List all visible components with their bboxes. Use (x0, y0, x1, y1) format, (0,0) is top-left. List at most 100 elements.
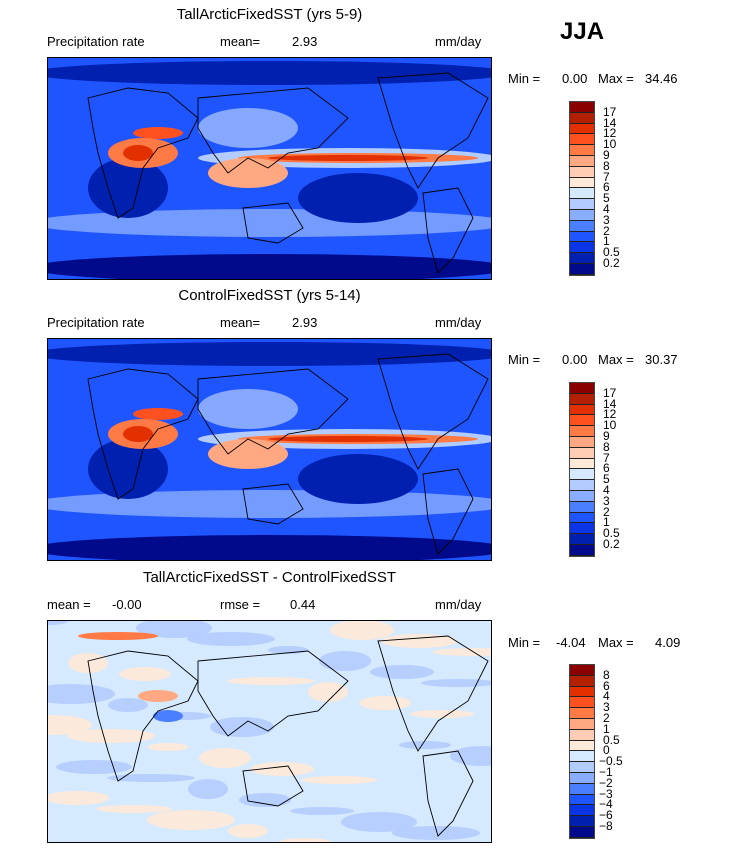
colorbar-segment (570, 209, 594, 221)
colorbar-segment (570, 134, 594, 146)
field-contour (136, 621, 212, 638)
colorbar-tick-label: −2 (599, 775, 613, 790)
panel2-mean: 2.93 (292, 315, 318, 330)
panel1-max-label: Max = (598, 71, 634, 86)
field-contour (308, 682, 348, 702)
coastline (87, 650, 199, 782)
colorbar-segment (570, 447, 594, 459)
field-contour (359, 696, 411, 710)
colorbar-tick-label: −6 (599, 808, 613, 823)
colorbar-segment (570, 697, 594, 709)
field-contour (298, 173, 418, 223)
colorbar-tick-label: 14 (603, 115, 617, 130)
colorbar-tick-label: −1 (599, 765, 613, 779)
field-contour (198, 108, 298, 148)
colorbar-tick-label: 6 (603, 461, 610, 476)
colorbar-tick-label: 7 (603, 169, 610, 184)
field-contour (370, 665, 434, 679)
panel1-map (47, 57, 492, 280)
colorbar-tick-label: −0.5 (599, 754, 623, 769)
colorbar-tick-label: 3 (603, 212, 610, 227)
field-contour (48, 61, 491, 85)
panel1-variable: Precipitation rate (47, 34, 145, 49)
panel3-colorbar (569, 664, 595, 839)
colorbar-tick-label: 7 (603, 450, 610, 465)
colorbar-segment (570, 751, 594, 763)
colorbar-segment (570, 544, 594, 556)
panel3-rmse: 0.44 (290, 597, 316, 612)
colorbar-tick-label: 8 (603, 667, 610, 682)
colorbar-segment (570, 783, 594, 795)
colorbar-tick-label: −8 (599, 819, 613, 833)
colorbar-segment (570, 772, 594, 784)
field-contour (227, 677, 315, 685)
field-contour (381, 634, 457, 648)
field-contour (279, 838, 331, 842)
colorbar-segment (570, 199, 594, 210)
colorbar-tick-label: 12 (603, 126, 617, 141)
panel2-max: 30.37 (645, 352, 678, 367)
coastline (197, 87, 349, 174)
colorbar-tick-label: 4 (603, 483, 610, 497)
field-contour (88, 158, 168, 218)
colorbar-segment (570, 469, 594, 481)
field-contour (96, 805, 172, 813)
colorbar-segment (570, 718, 594, 730)
panel2-mean-label: mean= (220, 315, 261, 330)
field-contour (210, 717, 274, 737)
colorbar-segment (570, 729, 594, 741)
colorbar-tick-label: 1 (603, 234, 610, 249)
colorbar-tick-label: 12 (603, 407, 617, 422)
panel3-title: TallArcticFixedSST - ControlFixedSST (142, 569, 397, 586)
colorbar-tick-label: 2 (603, 504, 610, 519)
field-contour (410, 710, 474, 718)
field-contour (48, 621, 68, 625)
colorbar-tick-label: 10 (603, 137, 617, 152)
colorbar-segment (570, 177, 594, 189)
field-contour (48, 342, 491, 366)
colorbar-tick-label: 10 (603, 418, 617, 433)
colorbar-tick-label: 0.2 (603, 537, 620, 551)
panel3-map (47, 620, 492, 843)
panel3-rmse-label: rmse = (220, 597, 261, 612)
colorbar-segment (570, 436, 594, 448)
field-contour (298, 454, 418, 504)
colorbar-segment (570, 534, 594, 545)
field-contour (268, 155, 428, 161)
panel3-mean: -0.00 (112, 597, 142, 612)
colorbar-segment (570, 794, 594, 806)
colorbar-tick-label: 17 (603, 104, 617, 119)
field-contour (187, 632, 275, 646)
colorbar-segment (570, 415, 594, 427)
field-contour (290, 807, 354, 815)
panel2-max-label: Max = (598, 352, 634, 367)
field-contour (399, 741, 451, 749)
colorbar-segment (570, 112, 594, 124)
colorbar-tick-label: 9 (603, 429, 610, 443)
field-contour (48, 791, 109, 805)
field-contour (48, 254, 491, 279)
field-contour (133, 127, 183, 139)
colorbar-segment (570, 102, 594, 113)
field-contour (208, 439, 288, 469)
coastline (377, 635, 489, 752)
field-contour (48, 715, 92, 735)
field-contour (392, 826, 480, 840)
field-contour (67, 729, 155, 743)
panel2-min: 0.00 (562, 352, 588, 367)
colorbar-tick-label: 6 (603, 180, 610, 195)
coastline (422, 187, 474, 274)
colorbar-segment (570, 816, 594, 827)
colorbar-tick-label: 4 (603, 689, 610, 704)
field-contour (188, 779, 228, 799)
coastline (422, 468, 474, 555)
panel3-min-label: Min = (508, 635, 541, 650)
colorbar-segment (570, 383, 594, 394)
panel3-units: mm/day (435, 597, 482, 612)
field-contour (301, 776, 377, 784)
field-contour (208, 158, 288, 188)
colorbar-tick-label: 17 (603, 385, 617, 400)
colorbar-tick-label: −4 (599, 797, 613, 812)
season-label: JJA (560, 18, 605, 45)
panel2-units: mm/day (435, 315, 482, 330)
